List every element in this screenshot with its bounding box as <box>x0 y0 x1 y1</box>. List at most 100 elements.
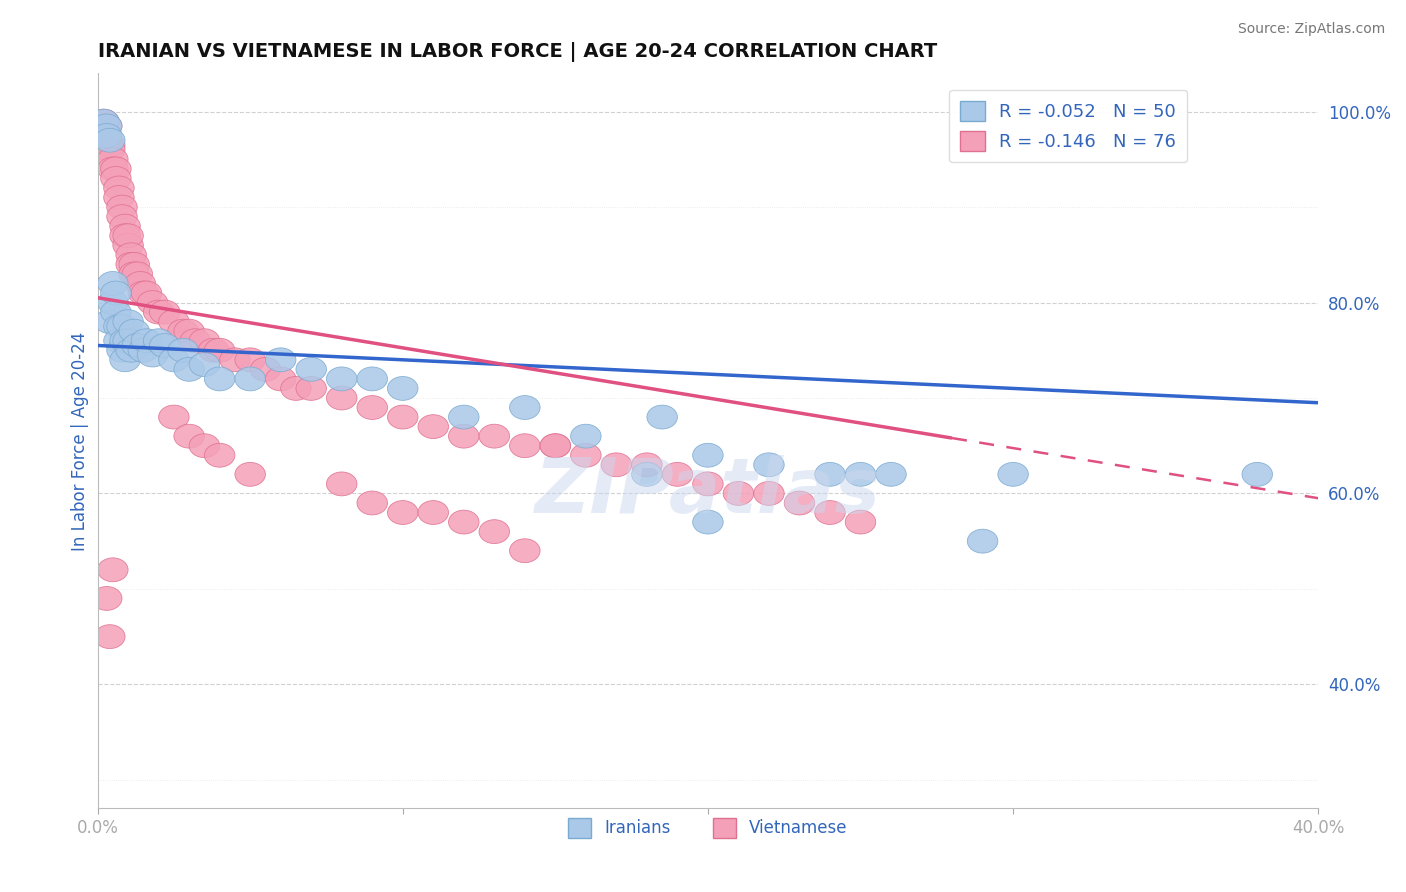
Ellipse shape <box>540 434 571 458</box>
Text: IRANIAN VS VIETNAMESE IN LABOR FORCE | AGE 20-24 CORRELATION CHART: IRANIAN VS VIETNAMESE IN LABOR FORCE | A… <box>97 42 936 62</box>
Ellipse shape <box>449 510 479 534</box>
Ellipse shape <box>723 482 754 506</box>
Ellipse shape <box>204 338 235 362</box>
Ellipse shape <box>693 472 723 496</box>
Ellipse shape <box>159 405 190 429</box>
Ellipse shape <box>101 300 131 324</box>
Text: ZIPatlas: ZIPatlas <box>534 456 882 529</box>
Ellipse shape <box>266 367 295 391</box>
Ellipse shape <box>190 352 219 376</box>
Ellipse shape <box>845 462 876 486</box>
Ellipse shape <box>814 462 845 486</box>
Ellipse shape <box>785 491 814 515</box>
Ellipse shape <box>326 386 357 410</box>
Ellipse shape <box>693 510 723 534</box>
Ellipse shape <box>167 338 198 362</box>
Ellipse shape <box>479 425 509 448</box>
Ellipse shape <box>814 500 845 524</box>
Ellipse shape <box>998 462 1028 486</box>
Ellipse shape <box>1241 462 1272 486</box>
Ellipse shape <box>754 482 785 506</box>
Ellipse shape <box>104 176 134 200</box>
Ellipse shape <box>662 462 693 486</box>
Ellipse shape <box>388 405 418 429</box>
Ellipse shape <box>110 348 141 372</box>
Ellipse shape <box>122 262 152 285</box>
Ellipse shape <box>97 157 128 181</box>
Ellipse shape <box>357 491 388 515</box>
Ellipse shape <box>101 167 131 190</box>
Ellipse shape <box>235 367 266 391</box>
Ellipse shape <box>97 147 128 171</box>
Ellipse shape <box>94 138 125 161</box>
Ellipse shape <box>198 338 229 362</box>
Ellipse shape <box>94 310 125 334</box>
Ellipse shape <box>120 319 149 343</box>
Ellipse shape <box>143 329 174 352</box>
Ellipse shape <box>89 109 120 133</box>
Ellipse shape <box>94 133 125 157</box>
Ellipse shape <box>91 587 122 610</box>
Ellipse shape <box>357 367 388 391</box>
Ellipse shape <box>967 529 998 553</box>
Ellipse shape <box>94 624 125 648</box>
Ellipse shape <box>115 252 146 277</box>
Ellipse shape <box>91 128 122 153</box>
Ellipse shape <box>295 376 326 401</box>
Ellipse shape <box>138 291 167 315</box>
Ellipse shape <box>647 405 678 429</box>
Ellipse shape <box>104 186 134 210</box>
Ellipse shape <box>97 291 128 315</box>
Ellipse shape <box>250 358 281 381</box>
Ellipse shape <box>91 114 122 138</box>
Ellipse shape <box>326 472 357 496</box>
Ellipse shape <box>876 462 907 486</box>
Ellipse shape <box>449 425 479 448</box>
Ellipse shape <box>602 453 631 476</box>
Ellipse shape <box>143 300 174 324</box>
Ellipse shape <box>107 338 138 362</box>
Ellipse shape <box>112 310 143 334</box>
Ellipse shape <box>94 128 125 153</box>
Ellipse shape <box>131 281 162 305</box>
Ellipse shape <box>128 338 159 362</box>
Ellipse shape <box>388 376 418 401</box>
Ellipse shape <box>149 334 180 358</box>
Y-axis label: In Labor Force | Age 20-24: In Labor Force | Age 20-24 <box>72 331 89 550</box>
Ellipse shape <box>120 252 149 277</box>
Ellipse shape <box>167 319 198 343</box>
Ellipse shape <box>174 319 204 343</box>
Ellipse shape <box>631 462 662 486</box>
Ellipse shape <box>204 367 235 391</box>
Ellipse shape <box>357 395 388 419</box>
Ellipse shape <box>97 271 128 295</box>
Ellipse shape <box>295 358 326 381</box>
Ellipse shape <box>89 109 120 133</box>
Ellipse shape <box>418 415 449 439</box>
Ellipse shape <box>235 348 266 372</box>
Ellipse shape <box>115 243 146 267</box>
Ellipse shape <box>845 510 876 534</box>
Ellipse shape <box>110 224 141 248</box>
Ellipse shape <box>101 281 131 305</box>
Ellipse shape <box>97 558 128 582</box>
Ellipse shape <box>104 329 134 352</box>
Ellipse shape <box>131 329 162 352</box>
Ellipse shape <box>128 281 159 305</box>
Ellipse shape <box>104 315 134 338</box>
Ellipse shape <box>281 376 311 401</box>
Ellipse shape <box>235 462 266 486</box>
Ellipse shape <box>112 234 143 257</box>
Ellipse shape <box>112 329 143 352</box>
Ellipse shape <box>219 348 250 372</box>
Ellipse shape <box>120 262 149 285</box>
Ellipse shape <box>266 348 295 372</box>
Ellipse shape <box>174 358 204 381</box>
Legend: Iranians, Vietnamese: Iranians, Vietnamese <box>561 812 855 844</box>
Ellipse shape <box>754 453 785 476</box>
Ellipse shape <box>174 425 204 448</box>
Ellipse shape <box>101 157 131 181</box>
Text: Source: ZipAtlas.com: Source: ZipAtlas.com <box>1237 22 1385 37</box>
Ellipse shape <box>631 453 662 476</box>
Ellipse shape <box>125 271 156 295</box>
